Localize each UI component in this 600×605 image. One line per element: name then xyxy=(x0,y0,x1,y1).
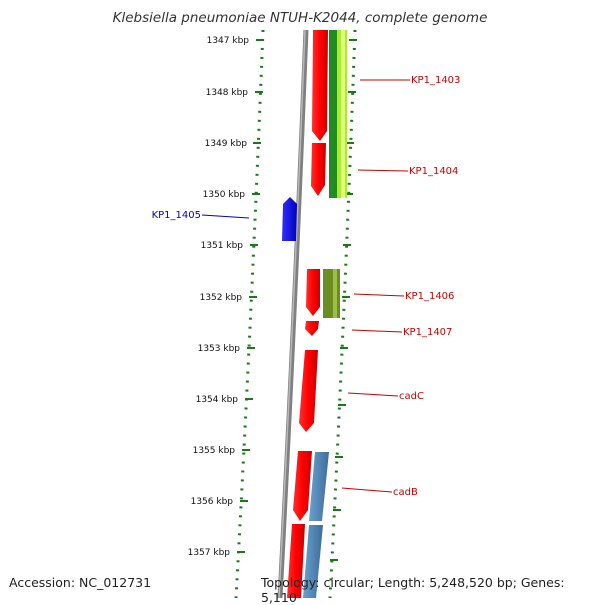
ruler-axis: 1347 kbp 1348 kbp 1349 kbp 1350 kbp 1351… xyxy=(188,36,264,558)
accession-label: Accession: NC_012731 xyxy=(9,575,152,590)
ruler-label-1347: 1347 kbp xyxy=(207,36,250,46)
ruler-label-1352: 1352 kbp xyxy=(200,293,243,303)
annotation-block-olive-highlight xyxy=(333,269,337,318)
gene-label-kp1-1403[interactable]: KP1_1403 xyxy=(411,75,460,86)
genome-backbone xyxy=(277,29,309,599)
annotation-block-green xyxy=(329,30,337,198)
genome-title: Klebsiella pneumoniae NTUH-K2044, comple… xyxy=(112,10,488,26)
gene-label-kp1-1404[interactable]: KP1_1404 xyxy=(409,166,458,177)
annotation-block-steel-1 xyxy=(309,452,329,521)
cds-feature-kp1-1403 xyxy=(312,30,328,141)
ruler-label-1353: 1353 kbp xyxy=(198,344,241,354)
ruler-label-1354: 1354 kbp xyxy=(196,395,239,405)
gene-label-kp1-1406[interactable]: KP1_1406 xyxy=(405,291,454,302)
inner-ring-ticks xyxy=(330,39,357,561)
topology-label: Topology: circular; Length: 5,248,520 bp… xyxy=(261,575,565,605)
cds-feature-cadb xyxy=(293,451,312,521)
gene-label-cadb[interactable]: cadB xyxy=(393,487,418,498)
ruler-label-1351: 1351 kbp xyxy=(201,241,244,251)
gene-label-kp1-1405[interactable]: KP1_1405 xyxy=(152,210,201,221)
gene-leader-lines xyxy=(201,79,410,493)
annotation-block-olive xyxy=(323,269,340,318)
ruler-label-1350: 1350 kbp xyxy=(203,190,246,200)
cds-feature-kp1-1404 xyxy=(311,143,326,196)
ruler-label-1348: 1348 kbp xyxy=(206,88,249,98)
ruler-label-1355: 1355 kbp xyxy=(193,446,236,456)
cds-feature-kp1-1406 xyxy=(306,269,320,316)
cds-feature-kp1-1407 xyxy=(305,321,319,336)
cds-feature-kp1-1405 xyxy=(282,197,297,241)
annotation-block-lime-highlight xyxy=(341,30,345,198)
gene-label-kp1-1407[interactable]: KP1_1407 xyxy=(403,327,452,338)
ruler-label-1356: 1356 kbp xyxy=(191,497,234,507)
ruler-label-1357: 1357 kbp xyxy=(188,548,231,558)
gene-label-cadc[interactable]: cadC xyxy=(399,391,424,402)
cds-feature-cadc xyxy=(299,350,318,432)
cds-feature-lower xyxy=(287,524,305,598)
ruler-label-1349: 1349 kbp xyxy=(205,139,248,149)
ruler-dotted-ring-left xyxy=(234,29,265,599)
annotation-block-steel-2 xyxy=(303,525,323,598)
genome-backbone-highlight xyxy=(278,29,306,599)
